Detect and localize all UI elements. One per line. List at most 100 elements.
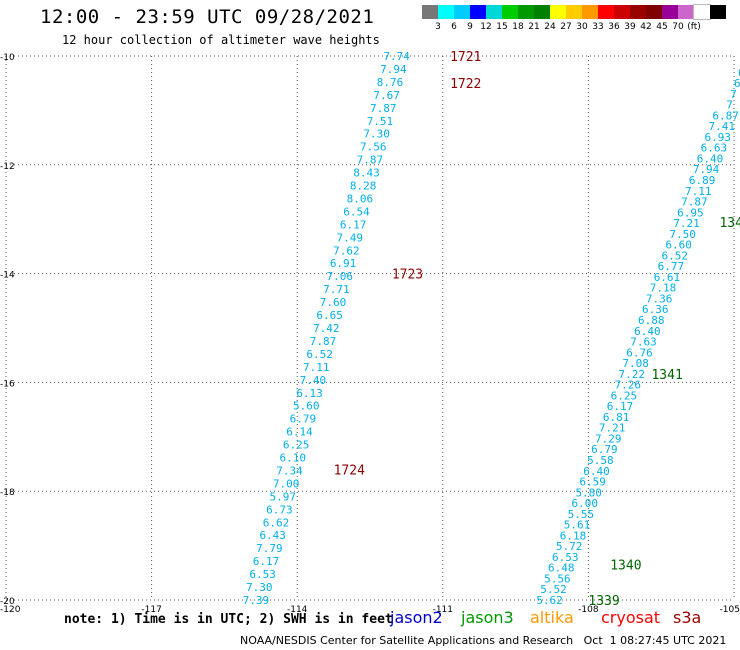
wave-height-value: 6.10: [280, 452, 307, 465]
orbit-marker: 1721: [450, 50, 481, 65]
legend-swatch: [678, 5, 694, 19]
wave-height-value: 7.56: [360, 141, 387, 154]
wave-height-value: 7.00: [273, 477, 300, 490]
wave-height-value: 7.21: [599, 422, 626, 435]
orbit-marker: 1339: [588, 594, 619, 609]
wave-height-value: 6.63: [701, 142, 728, 155]
wave-height-value: 8.76: [377, 76, 404, 89]
lat-tick-label: -20: [0, 597, 15, 607]
wave-height-value: 6.95: [677, 206, 704, 219]
wave-height-value: 6.59: [579, 476, 606, 489]
wave-height-value: 7.60: [320, 296, 347, 309]
legend-swatch: [646, 5, 662, 19]
wave-height-value: 7.79: [256, 542, 283, 555]
satellite-label-jason2: jason2: [390, 608, 443, 627]
satellite-label-jason3: jason3: [461, 608, 514, 627]
wave-height-value: 7.94: [380, 63, 407, 76]
lat-tick-label: -10: [0, 53, 15, 63]
legend-swatch: [502, 5, 518, 19]
wave-height-value: 7: [726, 99, 733, 112]
wave-height-value: 6.88: [638, 314, 665, 327]
wave-height-value: 6.91: [330, 257, 357, 270]
wave-height-value: 6.73: [266, 503, 293, 516]
wave-height-value: 6.93: [705, 131, 732, 144]
wave-height-value: 5.61: [564, 519, 591, 532]
wave-height-value: 7.62: [333, 244, 360, 257]
wave-height-value: 6: [734, 77, 740, 90]
wave-height-value: 7.42: [313, 322, 340, 335]
legend-swatch: [693, 4, 711, 20]
legend-label: 30: [576, 22, 588, 32]
wave-height-value: 6.54: [343, 205, 370, 218]
wave-height-value: 7.50: [669, 228, 696, 241]
wave-height-value: 6.18: [560, 529, 587, 542]
legend-swatch: [566, 5, 582, 19]
wave-height-value: 6.13: [296, 387, 323, 400]
wave-height-value: 7.87: [310, 335, 337, 348]
orbit-marker: 1724: [334, 463, 365, 478]
legend-label: 42: [640, 22, 652, 32]
wave-height-value: 5.52: [540, 583, 567, 596]
wave-height-value: 7.71: [323, 283, 350, 296]
legend-swatch: [598, 5, 614, 19]
lat-tick-label: -14: [0, 271, 15, 281]
wave-height-value: 6.76: [626, 346, 653, 359]
satellite-label-cryosat: cryosat: [601, 608, 661, 627]
legend-swatch: [614, 5, 630, 19]
legend-label: 70: [672, 22, 684, 32]
wave-height-value: 5.72: [556, 540, 583, 553]
lon-tick-label: -108: [578, 605, 599, 615]
legend-label: 39: [624, 22, 636, 32]
lat-tick-label: -16: [0, 379, 15, 389]
lon-tick-label: -120: [0, 605, 21, 615]
legend-swatch: [630, 5, 646, 19]
wave-height-value: 7.30: [363, 128, 390, 141]
legend-label: (ft): [687, 22, 701, 32]
wave-height-value: 6.89: [689, 174, 716, 187]
wave-height-value: 7.41: [708, 120, 735, 133]
wave-height-value: 7.21: [673, 217, 700, 230]
lon-tick-label: -114: [287, 605, 308, 615]
wave-height-value: 6.40: [634, 325, 661, 338]
wave-height-value: 7.18: [650, 282, 677, 295]
wave-height-value: 6.62: [263, 516, 290, 529]
wave-height-value: 6.17: [340, 218, 367, 231]
wave-height-value: 7.51: [367, 115, 394, 128]
wave-height-value: 8.43: [353, 167, 380, 180]
legend-label: 6: [451, 22, 457, 32]
lat-tick-label: -18: [0, 488, 15, 498]
legend-label: 27: [560, 22, 572, 32]
wave-height-value: 7.36: [646, 292, 673, 305]
satellite-label-altika: altika: [530, 608, 574, 627]
wave-height-value: 6.40: [583, 465, 610, 478]
wave-height-value: 6.61: [654, 271, 681, 284]
wave-height-value: 6.48: [548, 562, 575, 575]
lon-tick-label: -111: [433, 605, 453, 615]
legend-label: 15: [496, 22, 508, 32]
wave-height-value: 7.87: [357, 154, 384, 167]
wave-height-value: 6.65: [316, 309, 343, 322]
wave-height-value: 7.06: [326, 270, 353, 283]
satellite-label-s3a: s3a: [673, 608, 702, 627]
wave-height-value: 7.29: [595, 432, 622, 445]
lon-tick-label: -117: [141, 605, 161, 615]
legend-swatch: [486, 5, 502, 19]
wave-height-value: 6.53: [249, 568, 276, 581]
wave-height-value: 7.40: [300, 374, 327, 387]
legend-label: 9: [467, 22, 473, 32]
wave-height-value: 6.17: [253, 555, 280, 568]
orbit-marker: 1341: [651, 368, 682, 383]
wave-height-value: 7.39: [243, 594, 270, 607]
wave-height-value: 7.22: [618, 368, 645, 381]
wave-height-value: 7.67: [373, 89, 400, 102]
wave-height-value: 6.00: [572, 497, 599, 510]
wave-height-value: 5.55: [568, 508, 595, 521]
footer-credit: NOAA/NESDIS Center for Satellite Applica…: [240, 634, 727, 647]
wave-height-value: 5.97: [270, 490, 297, 503]
wave-height-value: 5.62: [536, 594, 563, 607]
legend-swatch: [534, 5, 550, 19]
orbit-marker: 1723: [392, 268, 423, 283]
wave-height-value: 7.94: [693, 163, 720, 176]
legend-label: 12: [480, 22, 492, 32]
